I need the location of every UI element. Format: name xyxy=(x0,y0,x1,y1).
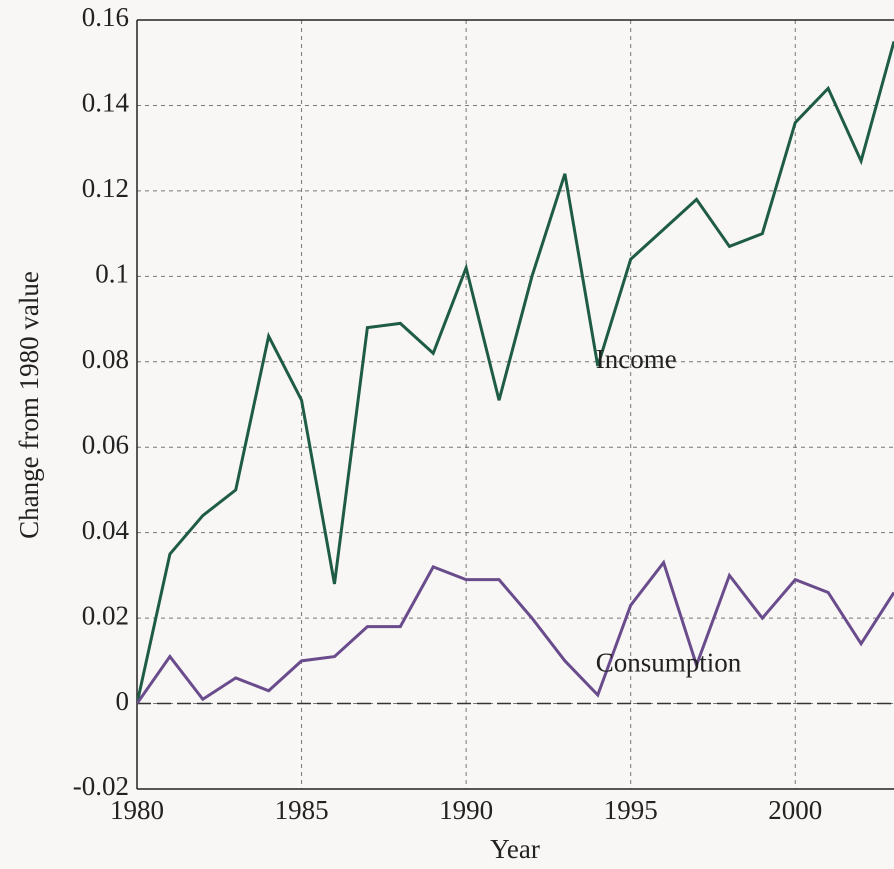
y-tick-label: 0.06 xyxy=(82,429,129,459)
line xyxy=(137,40,894,704)
y-tick-label: 0.12 xyxy=(82,173,129,203)
line xyxy=(137,559,894,705)
y-tick-label: 0.04 xyxy=(82,515,130,545)
y-tick-label: 0.02 xyxy=(82,600,129,630)
x-tick-label: 1980 xyxy=(110,795,164,825)
y-tick-label: 0.14 xyxy=(82,88,130,118)
x-tick-label: 1990 xyxy=(439,795,493,825)
y-tick-label: 0.08 xyxy=(82,344,129,374)
annotation: Income xyxy=(596,344,677,374)
y-axis-label: Change from 1980 value xyxy=(14,271,44,539)
y-tick-label: 0 xyxy=(116,686,130,716)
y-tick-label: -0.02 xyxy=(73,771,129,801)
y-tick-label: 0.1 xyxy=(95,259,129,289)
y-tick-label: 0.16 xyxy=(82,2,129,32)
annotation: Consumption xyxy=(596,647,742,677)
x-tick-label: 1995 xyxy=(604,795,658,825)
x-tick-label: 2000 xyxy=(768,795,822,825)
x-tick-label: 1985 xyxy=(275,795,329,825)
x-axis-label: Year xyxy=(490,834,540,864)
